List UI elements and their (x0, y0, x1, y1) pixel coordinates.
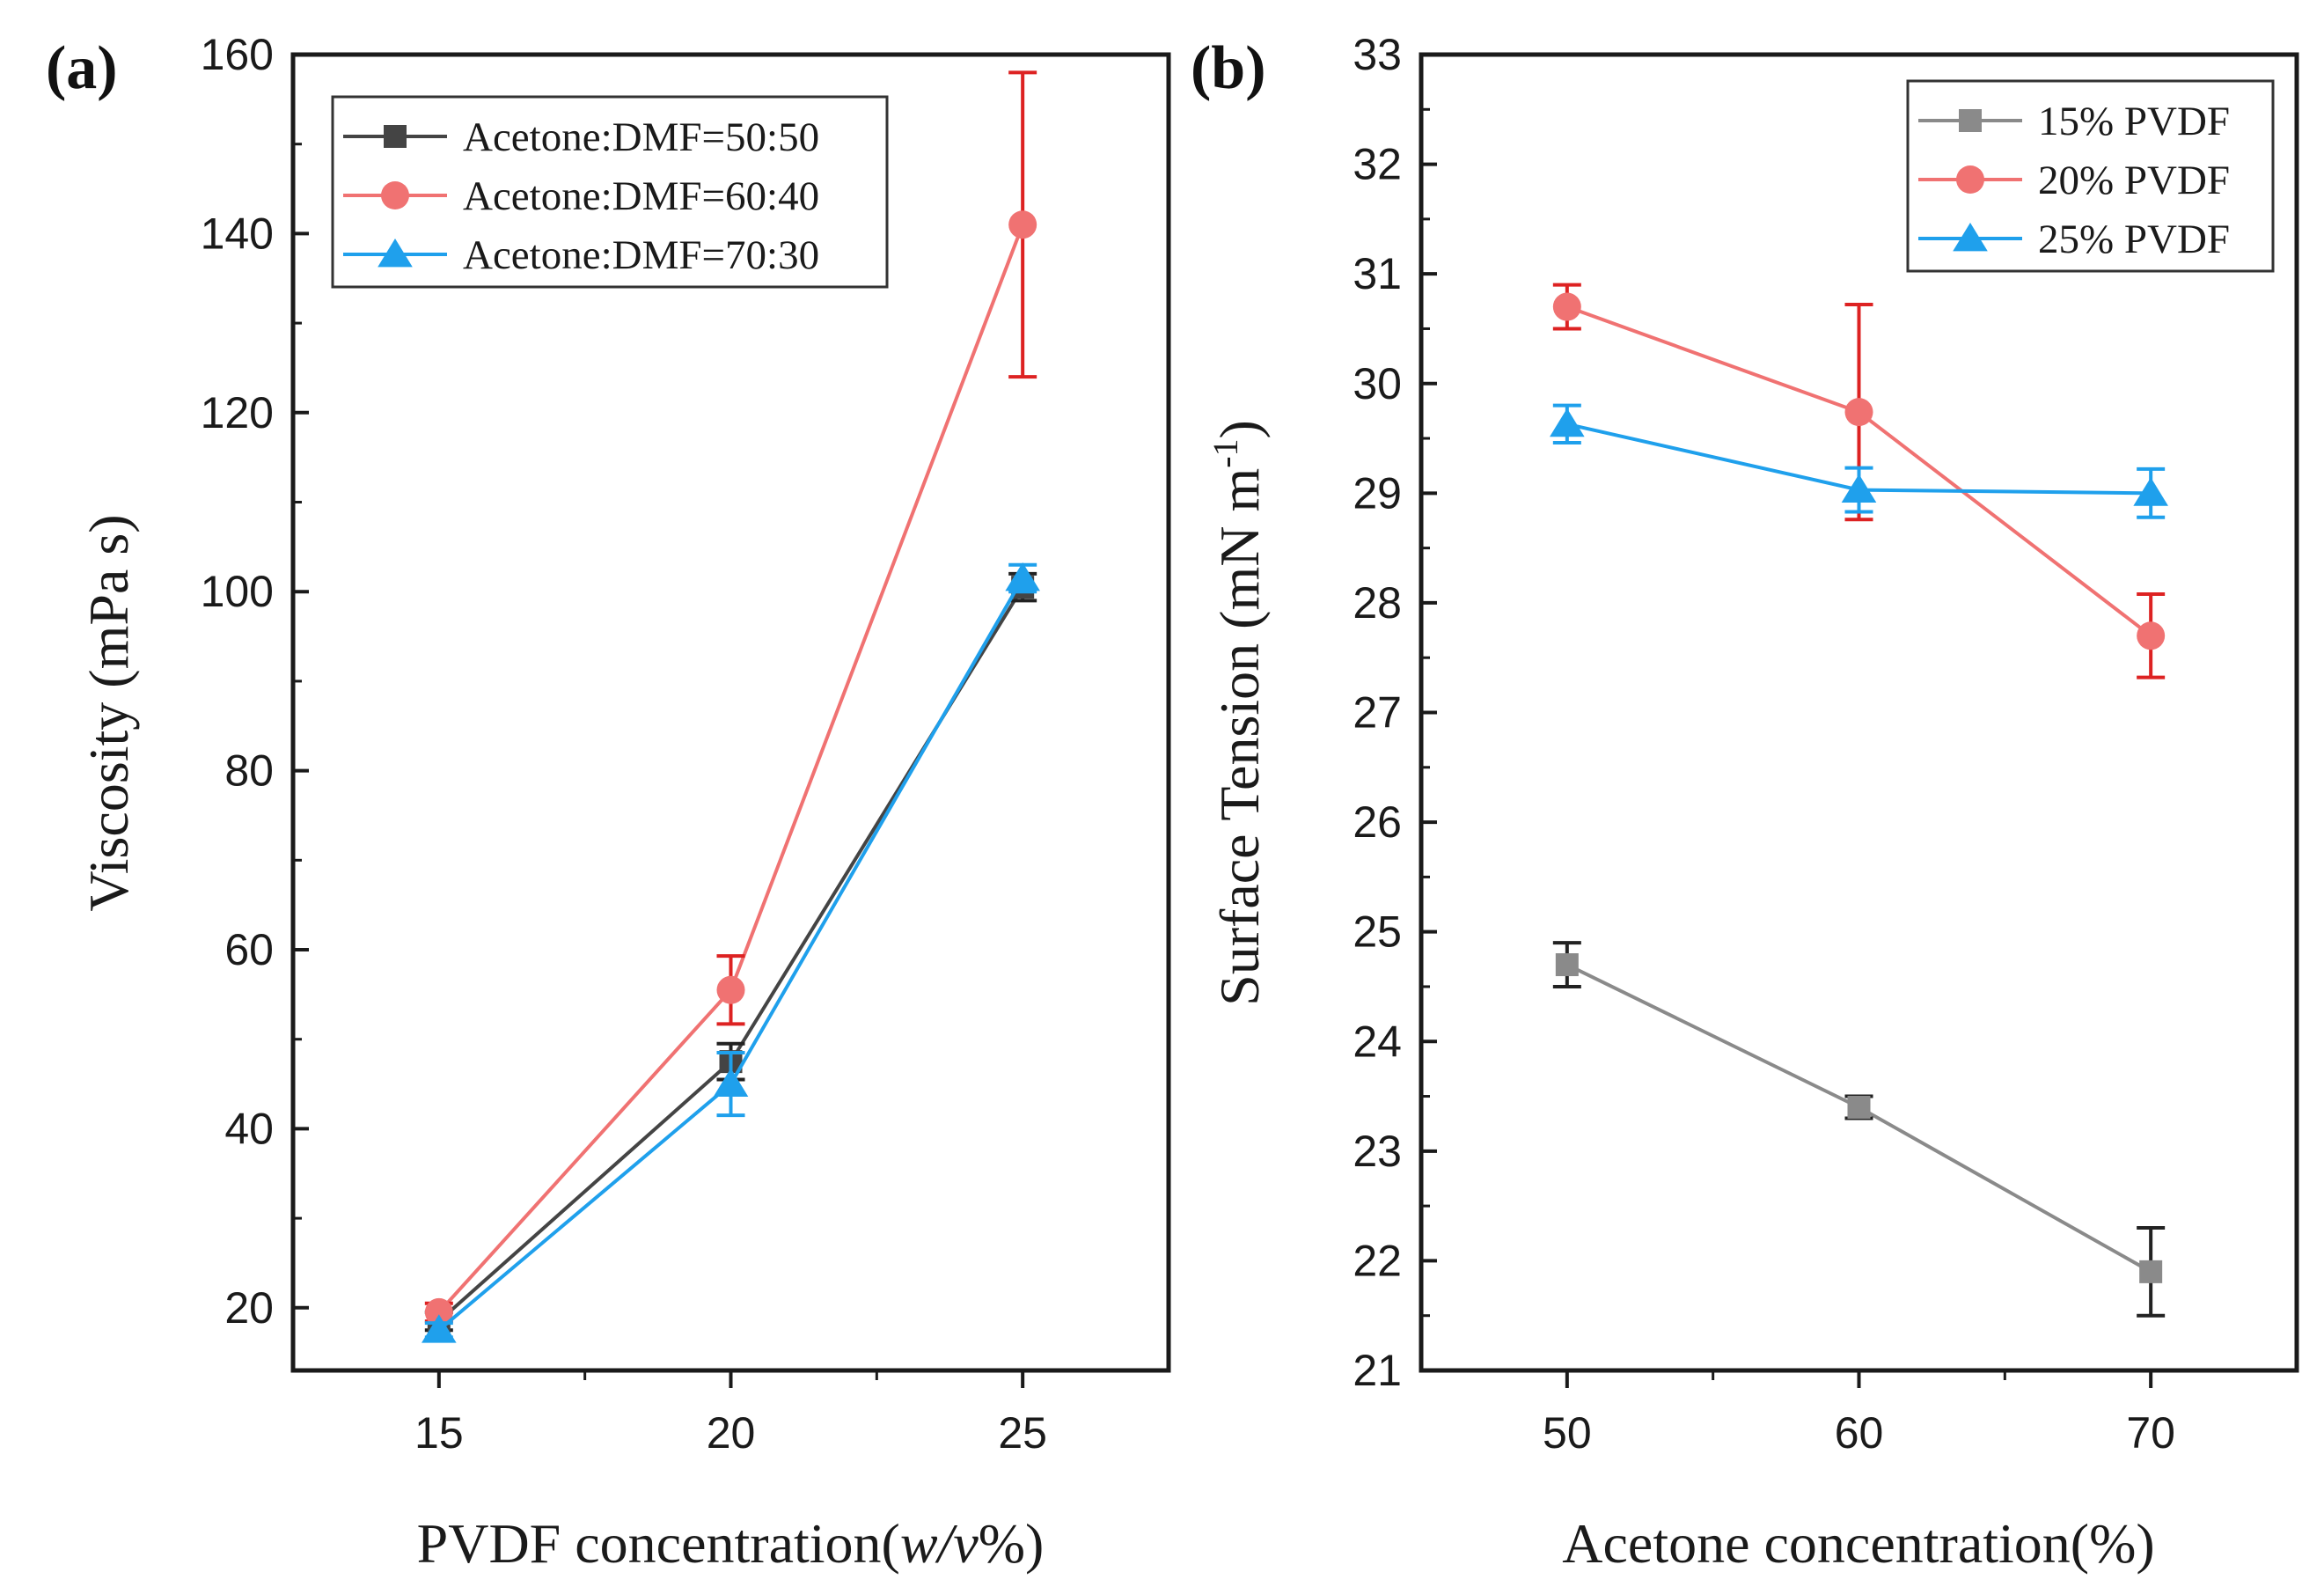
legend-label: Acetone:DMF=70:30 (463, 232, 819, 278)
y-tick-label: 80 (224, 746, 274, 796)
y-tick-label: 23 (1353, 1127, 1402, 1176)
legend-entry-0: 15% PVDF (1918, 99, 2230, 144)
x-tick-label: 60 (1835, 1408, 1884, 1458)
y-tick-label: 31 (1353, 249, 1402, 298)
panel-b-ticks: 21 22 23 24 25 26 27 28 29 30 31 32 33 50 60 70 (1353, 30, 2175, 1458)
y-tick-label: 40 (224, 1104, 274, 1153)
y-tick-label: 26 (1353, 797, 1402, 847)
series-2 (422, 562, 1040, 1343)
series-2 (1550, 403, 2168, 519)
y-tick-label: 25 (1353, 907, 1402, 957)
y-tick-label: 28 (1353, 578, 1402, 628)
data-point (1844, 398, 1873, 427)
data-point (2133, 477, 2168, 506)
legend-entry-2: 25% PVDF (1918, 217, 2230, 262)
legend-entry-2: Acetone:DMF=70:30 (343, 232, 819, 278)
y-tick-label: 160 (201, 30, 274, 79)
y-tick-label: 32 (1353, 140, 1402, 189)
series-line (437, 586, 1024, 1323)
series-1 (1552, 283, 2166, 679)
legend-label: Acetone:DMF=60:40 (463, 173, 819, 219)
y-tick-label: 24 (1353, 1017, 1402, 1066)
y-tick-label: 20 (224, 1283, 274, 1333)
x-tick-label: 20 (707, 1408, 756, 1458)
y-tick-label: 30 (1353, 359, 1402, 408)
panel-b-x-axis-title: Acetone concentration(%) (1562, 1512, 2154, 1575)
legend-entry-1: Acetone:DMF=60:40 (343, 173, 819, 219)
x-tick-label: 25 (998, 1408, 1047, 1458)
y-tick-label: 22 (1353, 1236, 1402, 1285)
panel-b-series (1550, 283, 2168, 1318)
legend-label: 25% PVDF (2038, 217, 2230, 262)
legend-entry-1: 20% PVDF (1918, 158, 2230, 203)
data-point (2139, 1260, 2163, 1283)
y-tick-label: 140 (201, 209, 274, 258)
panel-a-x-axis-title: PVDF concentration(w/v%) (417, 1512, 1045, 1575)
series-0 (424, 571, 1037, 1333)
series-line (437, 224, 1025, 1314)
panel-a-series (422, 70, 1040, 1343)
data-point (1008, 210, 1037, 239)
legend-marker (1959, 109, 1982, 132)
legend-entry-0: Acetone:DMF=50:50 (343, 114, 819, 160)
legend-marker (1953, 223, 1988, 252)
legend-marker (378, 239, 413, 268)
y-tick-label: 60 (224, 925, 274, 974)
data-point (713, 1068, 749, 1097)
data-point (424, 1297, 453, 1326)
legend-marker (381, 181, 409, 209)
panel-a-viscosity-chart: (a) 20 40 60 80 100 120 140 160 15 20 25 PVDF conc… (46, 30, 1171, 1575)
data-point (2137, 621, 2166, 650)
data-point (716, 975, 745, 1004)
panel-b-legend: 15% PVDF 20% PVDF 25% PVDF (1906, 79, 2275, 273)
legend-label: 20% PVDF (2038, 158, 2230, 203)
y-tick-label: 120 (201, 388, 274, 437)
y-tick-label: 29 (1353, 468, 1402, 518)
panel-a-legend: Acetone:DMF=50:50 Acetone:DMF=60:40 Aceton… (331, 95, 889, 289)
series-0 (1552, 941, 2166, 1318)
data-point (1550, 408, 1585, 437)
legend-label: Acetone:DMF=50:50 (463, 114, 819, 160)
panel-b-y-axis-title: Surface Tension (mN m-1) (1206, 420, 1271, 1006)
panel-b-label: (b) (1191, 34, 1266, 102)
y-tick-label: 27 (1353, 688, 1402, 738)
panel-a-y-axis-title: Viscosity (mPa s) (77, 514, 140, 911)
series-1 (424, 70, 1037, 1326)
y-tick-label: 100 (201, 567, 274, 616)
data-point (1841, 474, 1877, 503)
data-point (1847, 1096, 1871, 1119)
data-point (422, 1314, 457, 1343)
data-point (1552, 292, 1581, 321)
x-tick-label: 50 (1543, 1408, 1592, 1458)
panel-b-surface-tension-chart: (b) 21 22 23 24 25 26 27 28 29 30 31 32 33 50 60 70 Ace… (1191, 30, 2299, 1575)
y-tick-label: 21 (1353, 1346, 1402, 1395)
legend-marker (384, 125, 407, 148)
legend-marker (1956, 165, 1984, 194)
x-tick-label: 70 (2126, 1408, 2175, 1458)
panel-a-ticks: 20 40 60 80 100 120 140 160 15 20 25 (201, 30, 1047, 1458)
panel-a-label: (a) (46, 34, 118, 102)
legend-label: 15% PVDF (2038, 99, 2230, 144)
x-tick-label: 15 (414, 1408, 464, 1458)
data-point (1005, 562, 1040, 591)
data-point (1555, 953, 1579, 977)
y-tick-label: 33 (1353, 30, 1402, 79)
